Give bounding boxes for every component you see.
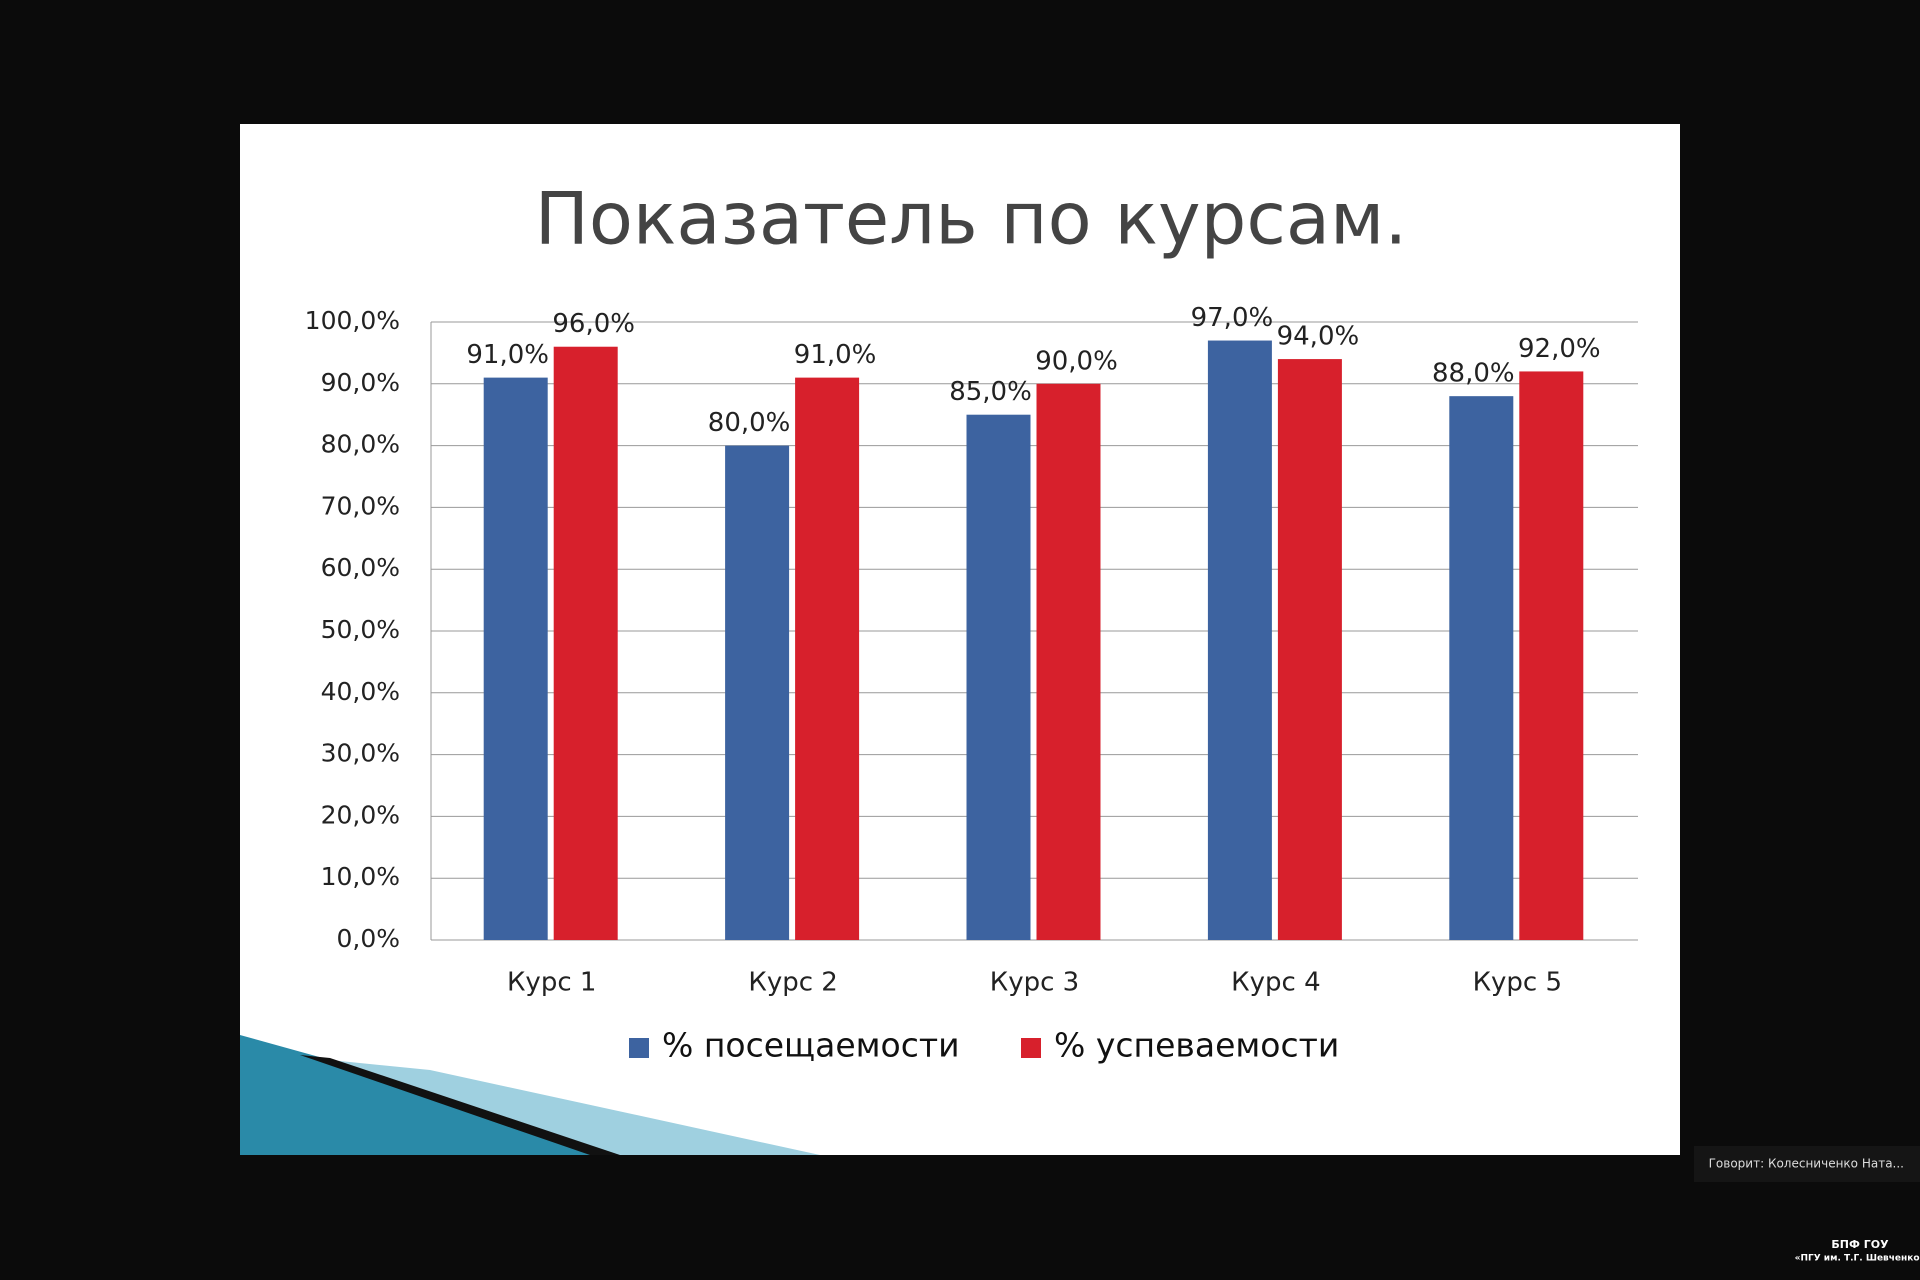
bar	[966, 414, 1031, 940]
y-tick-label: 40,0%	[321, 677, 400, 706]
y-tick-label: 70,0%	[321, 491, 400, 520]
bar	[553, 346, 618, 941]
data-label: 88,0%	[1432, 359, 1515, 389]
data-label: 91,0%	[794, 340, 877, 370]
y-tick-label: 100,0%	[305, 306, 400, 335]
y-tick-label: 10,0%	[321, 862, 400, 891]
legend-swatch	[629, 1038, 649, 1058]
y-tick-label: 20,0%	[321, 800, 400, 829]
data-label: 85,0%	[949, 377, 1032, 407]
chart: 0,0% 10,0% 20,0% 30,0% 40,0% 50,0% 60,0% 70,0% 8…	[305, 303, 1638, 1065]
x-tick-label: Курс 5	[1473, 968, 1562, 998]
data-label: 91,0%	[466, 340, 549, 370]
speaker-box	[1694, 1146, 1920, 1182]
swoosh-dark	[300, 1055, 620, 1155]
bar	[1036, 383, 1101, 940]
bar	[483, 377, 548, 940]
y-tick-label: 0,0%	[336, 924, 400, 953]
bar	[1449, 396, 1514, 940]
chart-title: Показатель по курсам.	[535, 177, 1408, 261]
x-tick-label: Курс 3	[990, 968, 1079, 998]
bar	[725, 445, 790, 940]
x-tick-label: Курс 1	[507, 968, 596, 998]
legend-swatch	[1021, 1038, 1041, 1058]
x-tick-label: Курс 2	[748, 968, 837, 998]
y-tick-label: 60,0%	[321, 553, 400, 582]
org-label: «ПГУ им. Т.Г. Шевченко»	[1795, 1254, 1920, 1264]
data-label: 96,0%	[552, 309, 635, 339]
bar	[1519, 371, 1584, 940]
data-label: 92,0%	[1518, 334, 1601, 364]
speaker-label: Говорит: Колесниченко Ната...	[1709, 1157, 1904, 1171]
data-label: 80,0%	[708, 408, 791, 438]
y-tick-label: 30,0%	[321, 739, 400, 768]
swoosh-light	[330, 1060, 820, 1155]
org-label: БПФ ГОУ	[1831, 1238, 1889, 1251]
legend-label: % посещаемости	[662, 1026, 960, 1065]
y-tick-label: 80,0%	[321, 430, 400, 459]
x-tick-label: Курс 4	[1231, 968, 1320, 998]
data-label: 94,0%	[1277, 322, 1360, 352]
bar	[795, 377, 860, 940]
bar	[1207, 340, 1272, 940]
slide	[240, 124, 1680, 1155]
y-tick-label: 50,0%	[321, 615, 400, 644]
data-label: 97,0%	[1191, 303, 1274, 333]
bar	[1277, 359, 1342, 941]
legend-label: % успеваемости	[1054, 1026, 1339, 1065]
y-tick-label: 90,0%	[321, 368, 400, 397]
data-label: 90,0%	[1035, 346, 1118, 376]
